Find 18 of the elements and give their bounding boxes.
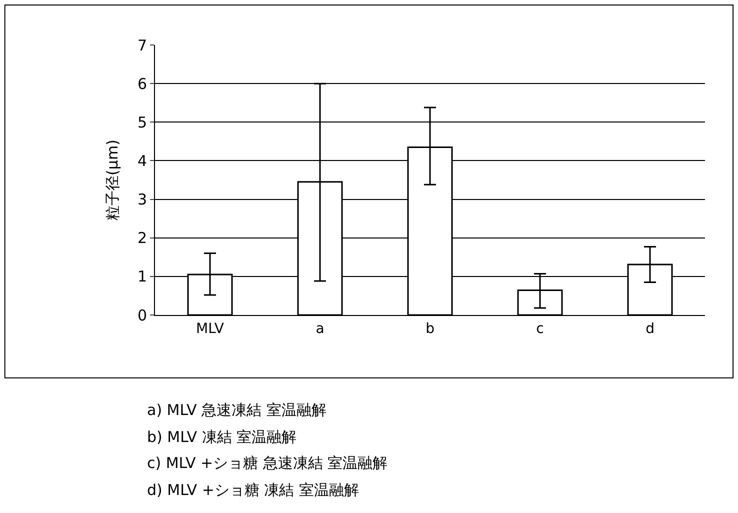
y-tick-label: 2 xyxy=(137,229,147,248)
y-tick-label: 0 xyxy=(137,306,147,324)
x-tick-label: d xyxy=(646,320,654,337)
y-tick-label: 5 xyxy=(137,113,147,132)
x-tick-label: c xyxy=(536,320,544,337)
x-tick-label: a xyxy=(316,320,324,337)
y-tick-label: 4 xyxy=(137,152,147,170)
text: a) MLV 急速凍結 室温融解 xyxy=(147,401,326,419)
y-tick-label: 7 xyxy=(137,36,147,54)
text: d) MLV +ショ糖 凍結 室温融解 xyxy=(147,481,359,499)
y-tick-label: 1 xyxy=(137,268,147,286)
x-tick-label: MLV xyxy=(196,320,224,337)
text: c) MLV +ショ糖 急速凍結 室温融解 xyxy=(147,454,388,472)
y-tick-label: 3 xyxy=(137,190,147,209)
x-tick-label: b xyxy=(426,320,435,337)
text: b) MLV 凍結 室温融解 xyxy=(147,428,297,446)
y-axis-title: 粒子径(μm) xyxy=(104,140,122,220)
y-tick-label: 6 xyxy=(137,74,147,93)
